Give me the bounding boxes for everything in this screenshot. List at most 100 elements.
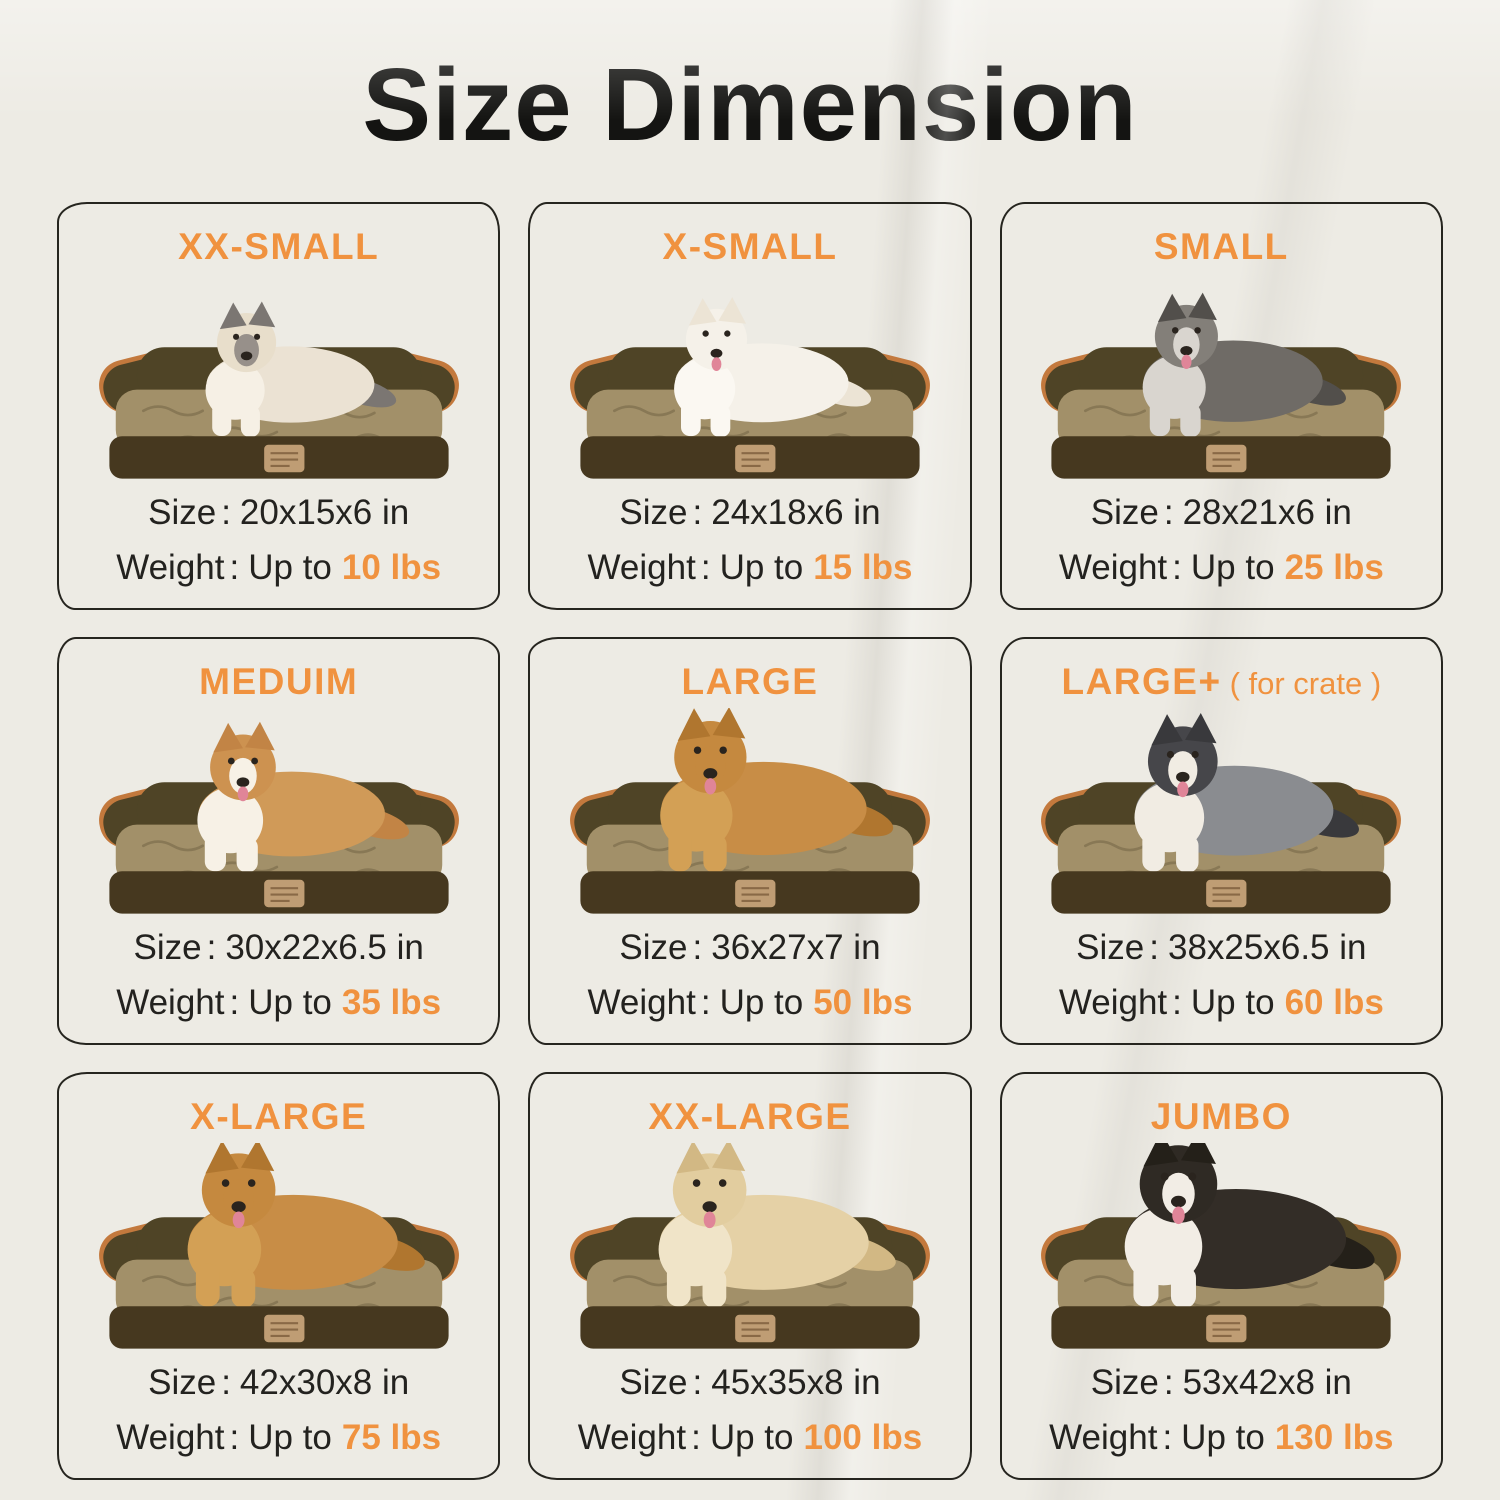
weight-prefix: Up to (248, 547, 332, 587)
size-value: 30x22x6.5 in (225, 928, 424, 968)
size-value: 38x25x6.5 in (1168, 928, 1367, 968)
size-name-label: MEDUIM (199, 660, 359, 702)
weight-value: 75 lbs (341, 1417, 442, 1457)
weight-limit-text: Weight: Up to 15 lbs (587, 547, 913, 587)
size-dimension-text: Size:45x35x8 in (619, 1363, 881, 1403)
size-name-label: LARGE+ (1061, 660, 1222, 702)
page-title: Size Dimension (362, 47, 1138, 162)
pet-photo (69, 268, 488, 492)
weight-prefix: Up to (709, 1417, 794, 1457)
pet-photo (540, 1138, 959, 1362)
size-value: 42x30x8 in (239, 1363, 410, 1403)
weight-key: Weight (1058, 982, 1168, 1022)
miniature-schnauzer-icon (1142, 292, 1347, 438)
size-name-suffix: ( for crate ) (1229, 665, 1382, 701)
pet-photo (1012, 268, 1431, 492)
pet-on-dog-bed-icon (1041, 713, 1402, 914)
weight-limit-text: Weight: Up to 35 lbs (116, 982, 442, 1022)
australian-shepherd-icon (1134, 713, 1360, 873)
weight-key: Weight (116, 1417, 225, 1457)
pet-on-dog-bed-icon (570, 708, 930, 914)
size-dimension-text: Size:53x42x8 in (1090, 1363, 1352, 1403)
weight-key: Weight (577, 1417, 687, 1457)
size-card-small: SMALL (999, 201, 1443, 610)
size-value: 53x42x8 in (1182, 1363, 1352, 1403)
weight-value: 35 lbs (341, 982, 442, 1022)
weight-prefix: Up to (248, 1417, 332, 1457)
size-key: Size (148, 1363, 217, 1403)
size-card-header: X-LARGE (190, 1096, 367, 1138)
weight-value: 100 lbs (803, 1417, 923, 1457)
weight-prefix: Up to (248, 982, 332, 1022)
size-key: Size (1076, 928, 1145, 968)
size-key: Size (1090, 493, 1159, 533)
pomeranian-icon (674, 297, 872, 438)
size-dimension-text: Size:30x22x6.5 in (133, 928, 424, 968)
size-name-label: JUMBO (1150, 1095, 1292, 1137)
pet-photo (1012, 703, 1431, 927)
size-key: Size (148, 493, 217, 533)
size-card-large+: LARGE+( for crate ) (999, 636, 1443, 1045)
weight-limit-text: Weight: Up to 100 lbs (577, 1417, 923, 1457)
weight-key: Weight (116, 982, 225, 1022)
weight-value: 50 lbs (813, 982, 913, 1022)
size-key: Size (619, 1363, 688, 1403)
pet-photo (540, 268, 959, 492)
size-name-label: XX-LARGE (648, 1095, 852, 1137)
weight-value: 60 lbs (1284, 982, 1384, 1022)
pet-on-dog-bed-icon (98, 722, 459, 914)
size-card-header: LARGE+( for crate ) (1061, 661, 1381, 703)
pet-photo (540, 703, 959, 927)
size-dimension-text: Size:24x18x6 in (619, 493, 881, 533)
size-card-x-large: X-LARGE (57, 1071, 501, 1480)
size-card-xx-small: XX-SMALL (57, 201, 501, 610)
size-card-large: LARGE (528, 636, 972, 1045)
size-card-header: XX-LARGE (648, 1096, 851, 1138)
weight-prefix: Up to (1181, 1417, 1265, 1457)
weight-prefix: Up to (719, 982, 804, 1022)
pet-on-dog-bed-icon (98, 301, 459, 479)
golden-retriever-icon (660, 708, 894, 873)
size-card-header: SMALL (1154, 226, 1289, 268)
weight-key: Weight (1049, 1417, 1158, 1457)
pet-photo (69, 1138, 488, 1362)
size-name-label: XX-SMALL (178, 225, 380, 267)
size-card-header: LARGE (681, 661, 818, 703)
weight-prefix: Up to (1190, 547, 1275, 587)
size-dimension-text: Size:36x27x7 in (619, 928, 881, 968)
size-name-label: X-LARGE (190, 1095, 368, 1137)
pet-on-dog-bed-icon (570, 1143, 930, 1349)
weight-prefix: Up to (1190, 982, 1275, 1022)
size-key: Size (133, 928, 202, 968)
size-card-xx-large: XX-LARGE (528, 1071, 972, 1480)
pet-on-dog-bed-icon (1041, 292, 1402, 479)
corgi-icon (197, 722, 409, 873)
pet-on-dog-bed-icon (1041, 1143, 1402, 1349)
weight-limit-text: Weight: Up to 50 lbs (587, 982, 913, 1022)
weight-key: Weight (587, 547, 696, 587)
size-grid: XX-SMALL (57, 201, 1443, 1480)
size-card-jumbo: JUMBO (999, 1071, 1443, 1480)
weight-value: 10 lbs (341, 547, 442, 587)
weight-prefix: Up to (719, 547, 804, 587)
size-key: Size (1090, 1363, 1159, 1403)
size-value: 36x27x7 in (711, 928, 881, 968)
size-dimension-text: Size:28x21x6 in (1090, 493, 1352, 533)
golden-retriever-icon (187, 1143, 425, 1308)
size-value: 24x18x6 in (711, 493, 881, 533)
size-name-label: SMALL (1153, 225, 1289, 267)
size-name-label: X-SMALL (662, 225, 838, 267)
labrador-retriever-icon (658, 1143, 896, 1308)
size-card-header: XX-SMALL (178, 226, 379, 268)
weight-key: Weight (1058, 547, 1168, 587)
size-dimension-text: Size:38x25x6.5 in (1076, 928, 1367, 968)
bernese-mountain-dog-icon (1125, 1143, 1375, 1309)
weight-limit-text: Weight: Up to 130 lbs (1049, 1417, 1394, 1457)
size-key: Size (619, 493, 688, 533)
weight-limit-text: Weight: Up to 60 lbs (1058, 982, 1384, 1022)
pet-on-dog-bed-icon (570, 297, 930, 479)
size-key: Size (619, 928, 688, 968)
size-card-meduim: MEDUIM (57, 636, 501, 1045)
pet-photo (69, 703, 488, 927)
ragdoll-cat-icon (205, 301, 396, 438)
